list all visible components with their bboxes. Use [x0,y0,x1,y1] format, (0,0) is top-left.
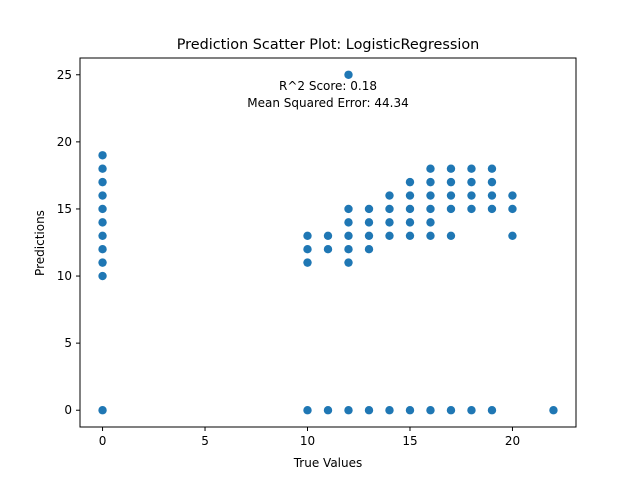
data-point [385,218,394,227]
data-point [303,231,312,240]
data-point [323,231,333,240]
annotation-r2: R^2 Score: 0.18 [279,79,377,93]
annotation-mse: Mean Squared Error: 44.34 [247,96,408,110]
x-axis-label: True Values [293,456,363,470]
y-tick-label: 10 [57,269,72,283]
data-point [98,164,107,173]
data-point [364,245,374,254]
data-point [446,177,456,187]
data-point [344,258,353,267]
data-point [364,218,374,227]
data-point [98,151,107,160]
data-point [303,406,312,415]
data-point [98,406,107,415]
y-tick-label: 0 [64,403,72,417]
x-tick-label: 20 [505,434,520,448]
x-tick-label: 15 [402,434,417,448]
data-point [405,204,415,214]
data-point [405,177,415,187]
data-point [405,406,415,415]
y-tick-label: 25 [57,68,72,82]
x-tick-label: 5 [201,434,209,448]
x-tick-label: 10 [300,434,315,448]
data-point [446,191,456,200]
data-point [98,177,107,187]
data-point [426,204,435,214]
data-point [98,245,107,254]
data-point [487,406,497,415]
data-point [344,406,353,415]
data-point [426,177,435,187]
data-point [508,204,517,214]
data-point [323,245,333,254]
data-point [446,231,456,240]
data-point [467,191,476,200]
data-point [549,406,558,415]
data-point [487,191,497,200]
data-point [426,164,435,173]
data-point [426,406,435,415]
plot-area [98,70,558,415]
data-point [344,204,353,214]
y-tick-label: 5 [64,336,72,350]
data-point [487,164,497,173]
data-point [344,231,353,240]
data-point [426,231,435,240]
data-point [405,191,415,200]
data-point [446,204,456,214]
data-point [98,271,107,281]
data-point [98,218,107,227]
data-point [323,406,333,415]
y-axis-label: Predictions [33,210,47,276]
data-point [467,177,476,187]
data-point [446,164,456,173]
data-point [467,164,476,173]
data-point [98,258,107,267]
y-axis: 0 5 10 15 20 25 [57,68,80,417]
data-point [344,245,353,254]
data-point [385,191,394,200]
chart-title: Prediction Scatter Plot: LogisticRegress… [177,37,480,53]
data-point [344,70,353,79]
data-point [385,204,394,214]
data-point [405,231,415,240]
data-point [385,406,394,415]
data-point [364,204,374,214]
data-point [467,406,476,415]
data-point [487,204,497,214]
data-point [467,204,476,214]
data-point [426,218,435,227]
data-point [303,258,312,267]
data-point [446,406,456,415]
data-point [303,245,312,254]
x-tick-label: 0 [99,434,107,448]
data-point [508,231,517,240]
data-point [487,177,497,187]
data-point [344,218,353,227]
data-point [405,218,415,227]
data-point [98,191,107,200]
data-point [508,191,517,200]
y-tick-label: 15 [57,202,72,216]
x-axis: 0 5 10 15 20 [99,427,520,448]
data-point [426,191,435,200]
data-point [98,204,107,214]
data-point [364,406,374,415]
y-tick-label: 20 [57,135,72,149]
data-point [98,231,107,240]
data-point [385,231,394,240]
data-point [364,231,374,240]
axes-frame [79,57,577,428]
